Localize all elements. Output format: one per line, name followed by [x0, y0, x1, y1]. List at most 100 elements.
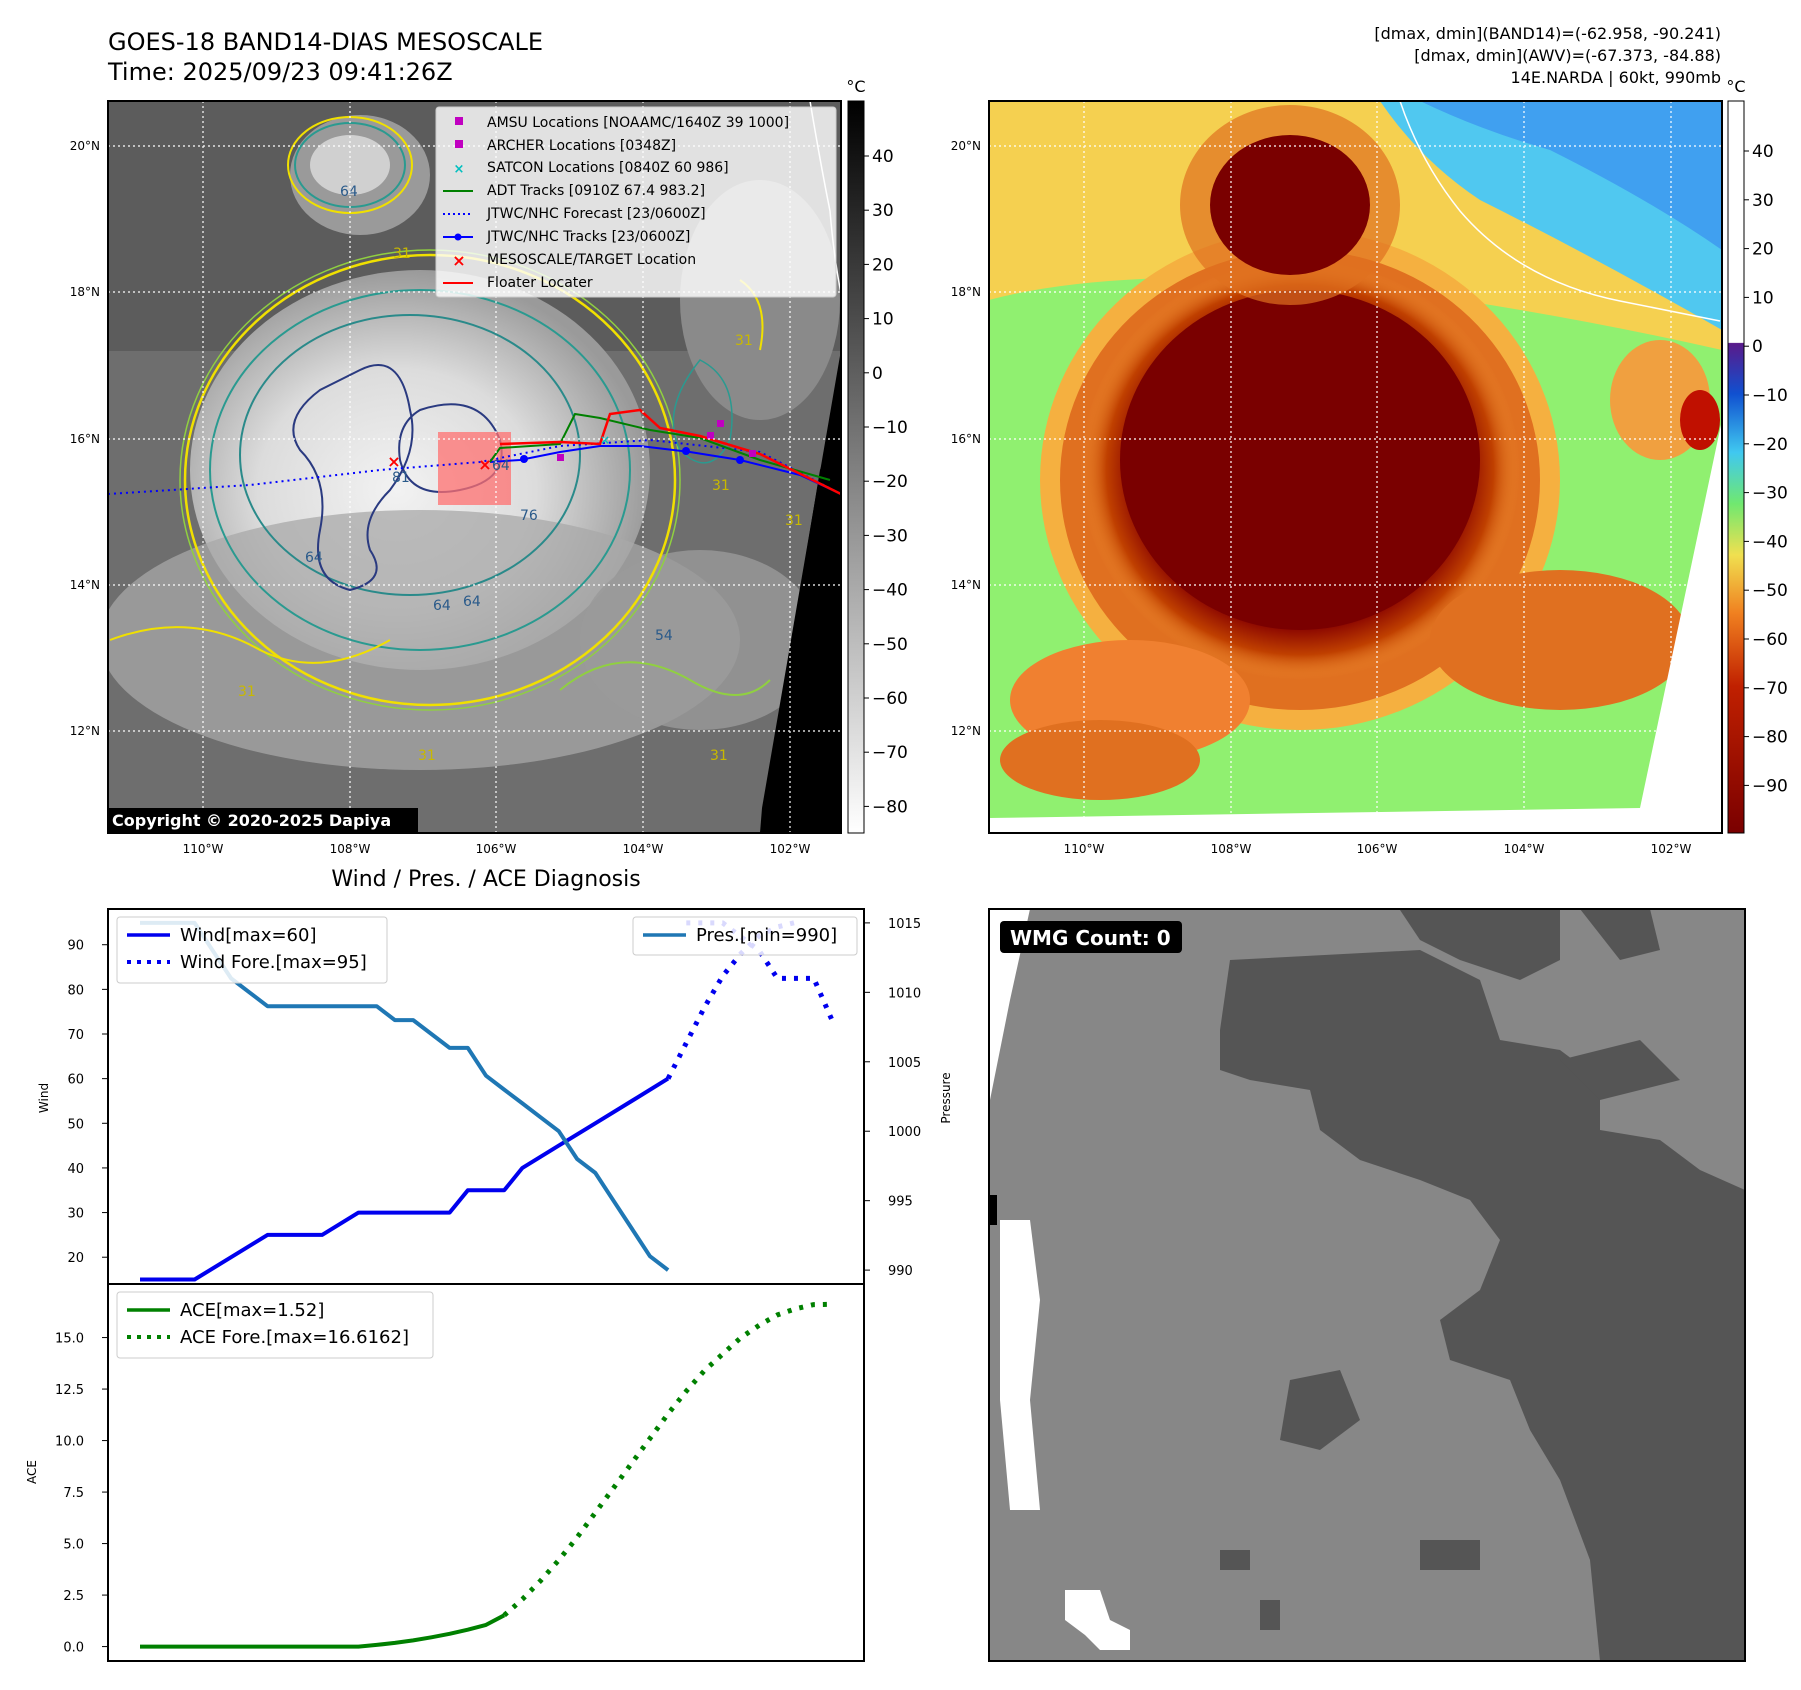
mesoscale-target-marker: × [387, 452, 400, 471]
wmg-count-label: WMG Count: 0 [1010, 926, 1171, 950]
legend-archer: ARCHER Locations [0348Z] [487, 138, 676, 154]
contour-label: 31 [712, 478, 730, 494]
legend-amsu: AMSU Locations [NOAAMC/1640Z 39 1000] [487, 115, 789, 131]
ace-tick-label: 2.5 [63, 1589, 84, 1604]
ace-tick-label: 12.5 [55, 1383, 84, 1398]
wmg-panel: WMG Count: 0 [988, 908, 1746, 1662]
contour-label: 31 [710, 748, 728, 764]
ir-lon-labels: 110°W 108°W 106°W 104°W 102°W [183, 842, 811, 856]
contour-label: 31 [418, 748, 436, 764]
wind-tick-label: 30 [67, 1207, 84, 1222]
legend-floater: Floater Locater [487, 275, 593, 291]
lon-label: 106°W [476, 842, 517, 856]
forecast-track [108, 438, 841, 495]
pressure-tick-label: 1015 [888, 917, 921, 932]
contour-label: 64 [492, 458, 510, 474]
dias-lat-labels: 20°N 18°N 16°N 14°N 12°N [951, 139, 981, 738]
svg-text:×: × [478, 455, 491, 474]
ir-colorbar-unit: °C [846, 77, 865, 96]
dias-map-panel: 20°N 18°N 16°N 14°N 12°N 110°W 108°W 106… [951, 77, 1788, 856]
contour-label: 64 [463, 594, 481, 610]
ir-lat-labels: 20°N 18°N 16°N 14°N 12°N [70, 139, 100, 738]
ir-colorbar-tick-label: −30 [872, 526, 908, 546]
contour-label: 64 [305, 550, 323, 566]
stats-band14: [dmax, dmin](BAND14)=(-62.958, -90.241) [1374, 24, 1721, 43]
ir-colorbar-tick-label: 20 [872, 255, 894, 275]
pressure-tick-label: 990 [888, 1264, 913, 1279]
ace-series-line-1 [502, 1301, 833, 1618]
ace-tick-label: 5.0 [63, 1538, 84, 1553]
ir-colorbar-tick-label: 40 [872, 147, 894, 167]
dias-colorbar-tick-label: −30 [1752, 484, 1788, 504]
ir-colorbar-tick-label: −60 [872, 689, 908, 709]
lat-label: 20°N [951, 139, 981, 153]
dias-colorbar-tick-label: −20 [1752, 435, 1788, 455]
lat-label: 18°N [951, 285, 981, 299]
wmg-white-patch [1000, 1220, 1040, 1510]
pressure-tick-label: 995 [888, 1195, 913, 1210]
amsu-marker [557, 454, 564, 461]
dias-space-region [1640, 420, 1722, 833]
pressure-tick-label: 1000 [888, 1125, 921, 1140]
contour-label: 81 [392, 470, 410, 486]
wind-legend: Wind[max=60] Wind Fore.[max=95] [116, 916, 388, 984]
svg-text:×: × [454, 162, 465, 177]
lat-label: 16°N [70, 432, 100, 446]
dias-colorbar-tick-label: 40 [1752, 142, 1774, 162]
pressure-legend: Pres.[min=990] [632, 916, 858, 956]
lat-label: 14°N [70, 578, 100, 592]
lat-label: 16°N [951, 432, 981, 446]
ace-tick-label: 7.5 [63, 1486, 84, 1501]
contour-label: 76 [520, 508, 538, 524]
dias-colorbar-tick-label: −80 [1752, 728, 1788, 748]
wmg-frame [988, 908, 1746, 1662]
adt-track [489, 412, 831, 481]
legend-jtwc: JTWC/NHC Tracks [23/0600Z] [486, 229, 690, 245]
ace-tick-label: 0.0 [63, 1641, 84, 1656]
ir-colorbar-tick-label: −50 [872, 635, 908, 655]
contour-label: 31 [393, 246, 411, 262]
pressure-ylabel: Pressure [939, 1072, 953, 1123]
lat-label: 20°N [70, 139, 100, 153]
lon-label: 110°W [1064, 842, 1105, 856]
ace-series-line-0 [140, 1613, 506, 1649]
floater-track [499, 408, 841, 496]
ace-tick-label: 15.0 [55, 1332, 84, 1347]
dias-colorbar: °C 40 30 20 10 0 −10 −20 −30 −40 −50 −60 −70 −80 −90 [1726, 77, 1788, 834]
contour-teal [209, 289, 631, 651]
dias-colorbar-tick-label: −90 [1752, 776, 1788, 796]
contour-yellow [183, 253, 677, 707]
diagnosis-title: Wind / Pres. / ACE Diagnosis [331, 867, 640, 892]
series-line-2 [140, 920, 670, 1272]
lat-label: 12°N [70, 724, 100, 738]
lon-label: 110°W [183, 842, 224, 856]
contour-navy [292, 364, 414, 592]
dias-colorbar-tick-label: 10 [1752, 288, 1774, 308]
wind-tick-label: 20 [67, 1251, 84, 1266]
lon-label: 108°W [1211, 842, 1252, 856]
dias-colorbar-tick-label: −10 [1752, 386, 1788, 406]
floater-box [438, 432, 511, 505]
lat-label: 18°N [70, 285, 100, 299]
map-legend: AMSU Locations [NOAAMC/1640Z 39 1000] AR… [435, 106, 837, 298]
contour-label: 54 [655, 628, 673, 644]
contour-label: 31 [785, 513, 803, 529]
ir-map-panel: × × × 64 31 31 31 31 64 81 76 64 64 64 5… [70, 77, 908, 856]
contour-label: 64 [433, 598, 451, 614]
lon-label: 102°W [1651, 842, 1692, 856]
ir-colorbar-tick-label: −80 [872, 797, 908, 817]
wind-tick-label: 70 [67, 1028, 84, 1043]
ir-colorbar-tick-label: −40 [872, 581, 908, 601]
legend-forecast: JTWC/NHC Forecast [23/0600Z] [486, 206, 706, 222]
legend-ace-forecast: ACE Fore.[max=16.6162] [180, 1327, 409, 1348]
legend-wind-forecast: Wind Fore.[max=95] [180, 952, 367, 973]
dias-colorbar-tick-label: 20 [1752, 240, 1774, 260]
lon-label: 108°W [330, 842, 371, 856]
legend-wind: Wind[max=60] [180, 925, 317, 946]
wind-ylabel: Wind [37, 1083, 51, 1113]
legend-pressure: Pres.[min=990] [696, 925, 837, 946]
pressure-tick-label: 1010 [888, 986, 921, 1001]
dias-gridlines [989, 101, 1722, 833]
ir-colorbar-tick-label: −20 [872, 472, 908, 492]
